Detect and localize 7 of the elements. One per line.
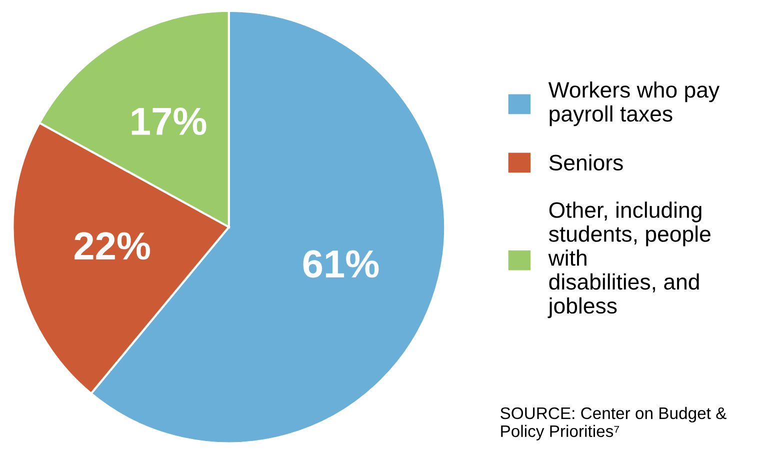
data-label: 17% (132, 108, 206, 136)
source-note: SOURCE: Center on Budget & Policy Priorities⁷ (500, 406, 726, 440)
legend-label: Other, including students, people with disabilities, and jobless (548, 202, 710, 318)
data-label: 61% (303, 250, 379, 278)
legend-label: Seniors (549, 154, 623, 171)
data-label: 22% (74, 232, 150, 260)
legend-label: Workers who pay payroll taxes (548, 81, 720, 126)
